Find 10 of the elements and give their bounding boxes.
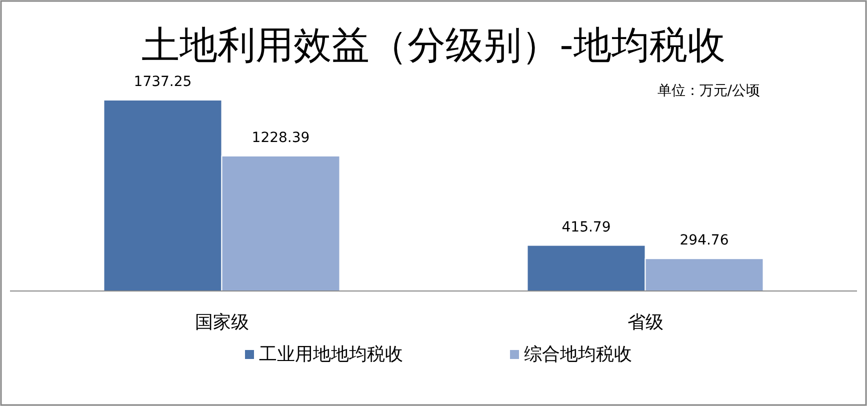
x-tick-label: 国家级 — [194, 312, 249, 333]
data-label: 1228.39 — [252, 130, 310, 146]
legend-label: 综合地均税收 — [524, 344, 632, 365]
chart-title: 土地利用效益（分级别）-地均税收 — [142, 23, 726, 67]
text: 单位：万元/公顷 — [657, 83, 760, 99]
legend-label: 工业用地地均税收 — [259, 344, 403, 365]
x-tick-label: 省级 — [627, 312, 664, 333]
data-label: 294.76 — [680, 232, 729, 249]
data-label: 415.79 — [562, 219, 611, 236]
data-label: 1737.25 — [134, 74, 192, 90]
